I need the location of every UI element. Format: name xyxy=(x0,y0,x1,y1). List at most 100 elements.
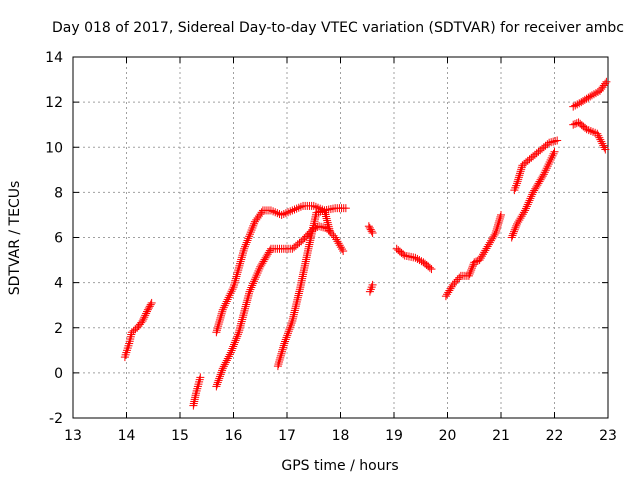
data-point xyxy=(573,100,582,109)
data-point xyxy=(279,341,288,350)
data-point xyxy=(220,301,229,310)
data-point xyxy=(493,222,502,231)
data-point xyxy=(145,302,154,311)
data-point xyxy=(276,353,285,362)
data-point xyxy=(509,229,518,238)
data-point xyxy=(524,198,533,207)
data-point xyxy=(235,323,244,332)
x-tick-label: 21 xyxy=(492,428,510,444)
data-point xyxy=(244,234,253,243)
data-point xyxy=(258,259,267,268)
data-point xyxy=(217,368,226,377)
data-point xyxy=(236,259,245,268)
data-point xyxy=(294,203,303,212)
data-point xyxy=(326,228,335,237)
data-point xyxy=(212,382,221,391)
data-point xyxy=(572,119,581,128)
data-point xyxy=(470,258,479,267)
data-point xyxy=(530,186,539,195)
data-point xyxy=(415,256,424,265)
data-point xyxy=(448,280,457,289)
x-tick-label: 18 xyxy=(332,428,350,444)
data-point xyxy=(547,138,556,147)
data-point xyxy=(245,230,254,239)
data-point xyxy=(244,291,253,300)
data-point xyxy=(247,283,256,292)
data-point xyxy=(309,201,318,210)
data-point xyxy=(366,225,375,234)
data-point xyxy=(228,344,237,353)
y-tick-label: 0 xyxy=(54,366,63,382)
data-point xyxy=(553,136,562,145)
data-point xyxy=(226,348,235,357)
data-point xyxy=(325,224,334,233)
data-point xyxy=(549,137,558,146)
data-point xyxy=(324,220,333,229)
data-point xyxy=(213,378,222,387)
data-point xyxy=(239,309,248,318)
data-point xyxy=(465,269,474,278)
data-point xyxy=(196,373,205,382)
data-point xyxy=(256,262,265,271)
data-point xyxy=(322,212,331,221)
data-point xyxy=(274,360,283,369)
data-point xyxy=(320,208,329,217)
x-axis: 13 14 15 16 17 18 19 20 21 22 23 xyxy=(64,57,617,444)
data-point xyxy=(277,210,286,219)
data-point xyxy=(513,177,522,186)
data-point xyxy=(288,314,297,323)
data-point xyxy=(597,137,606,146)
data-point xyxy=(319,223,328,232)
data-point xyxy=(368,280,377,289)
data-point xyxy=(521,204,530,213)
data-point xyxy=(523,200,532,209)
data-point xyxy=(141,311,150,320)
data-point xyxy=(291,304,300,313)
data-point xyxy=(277,347,286,356)
data-point xyxy=(292,300,301,309)
data-point xyxy=(279,343,288,352)
y-tick-label: 12 xyxy=(45,95,63,111)
data-point xyxy=(248,223,257,232)
data-point xyxy=(234,266,243,275)
data-point xyxy=(545,138,554,147)
data-point xyxy=(139,315,148,324)
chart-title: Day 018 of 2017, Sidereal Day-to-day VTE… xyxy=(52,20,624,36)
data-point xyxy=(234,263,243,272)
data-point xyxy=(242,238,251,247)
data-point xyxy=(293,293,302,302)
data-point xyxy=(452,277,461,286)
data-point xyxy=(517,165,526,174)
y-tick-label: 14 xyxy=(45,50,63,66)
data-point xyxy=(551,137,560,146)
data-point xyxy=(525,196,534,205)
data-point xyxy=(237,253,246,262)
data-point xyxy=(250,275,259,284)
data-point xyxy=(143,307,152,316)
data-point xyxy=(571,101,580,110)
data-point xyxy=(241,240,250,249)
data-point xyxy=(539,170,548,179)
data-point xyxy=(217,311,226,320)
data-point xyxy=(215,372,224,381)
data-point xyxy=(232,334,241,343)
data-point xyxy=(427,265,436,274)
data-point xyxy=(317,222,326,231)
data-point xyxy=(519,208,528,217)
data-point xyxy=(229,342,238,351)
data-point xyxy=(323,216,332,225)
data-point xyxy=(255,264,264,273)
data-point xyxy=(237,255,246,264)
data-point xyxy=(234,328,243,337)
data-point xyxy=(227,287,236,296)
data-point xyxy=(233,332,242,341)
data-point xyxy=(315,222,324,231)
data-point xyxy=(238,313,247,322)
data-point xyxy=(316,207,325,216)
data-point xyxy=(228,285,237,294)
data-point xyxy=(341,204,350,213)
data-point xyxy=(146,300,155,309)
data-point xyxy=(250,219,259,228)
data-point xyxy=(236,257,245,266)
data-point xyxy=(522,202,531,211)
